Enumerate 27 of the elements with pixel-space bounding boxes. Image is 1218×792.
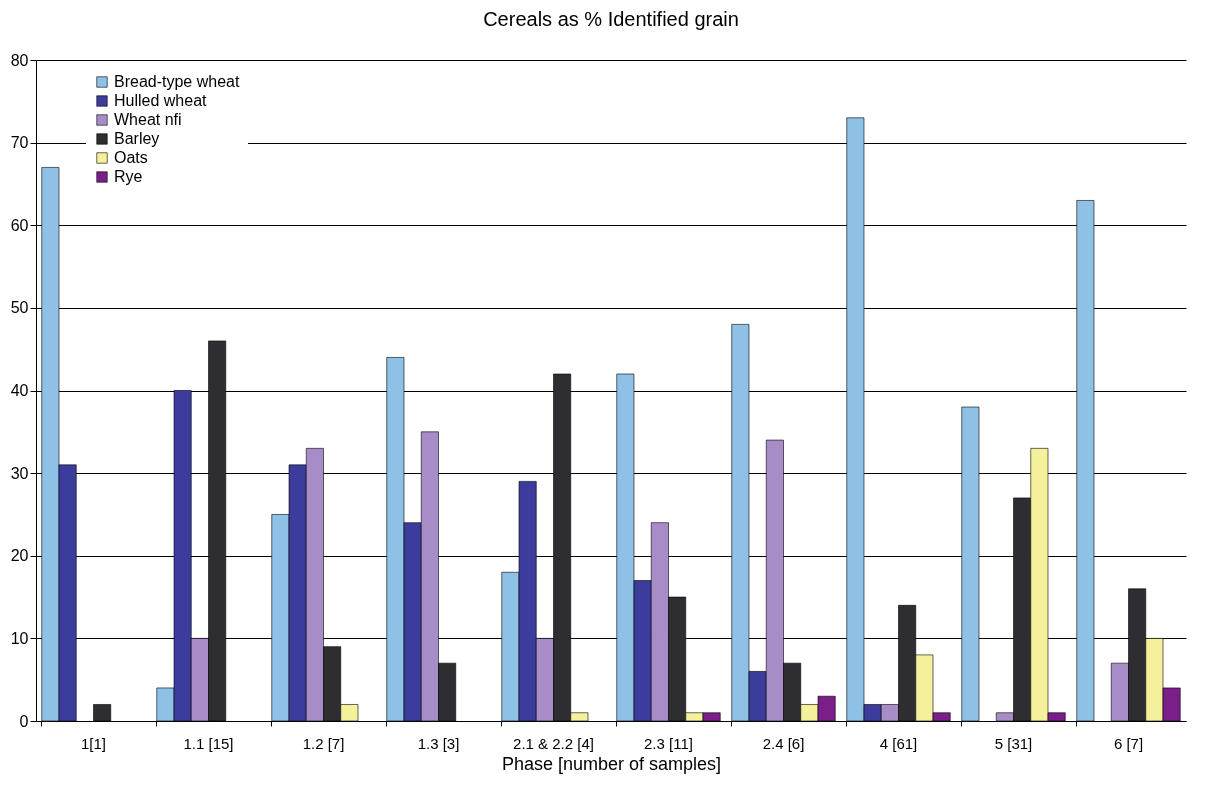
legend-label: Barley [114,130,160,147]
x-axis-title: Phase [number of samples] [501,753,722,774]
chart-title: Cereals as % Identified grain [483,8,739,30]
x-tick-label: 1.2 [7] [302,734,345,752]
y-tick-label: 40 [10,382,29,399]
x-tick-label: 1.1 [15] [183,734,234,752]
x-tick-label: 6 [7] [1113,734,1144,752]
legend-label: Rye [114,168,143,185]
x-tick-label: 2.3 [11] [644,734,693,752]
x-tick-label: 2.4 [6] [762,734,805,752]
y-tick-label: 80 [10,51,29,69]
legend-label: Oats [114,149,148,166]
y-tick-label: 0 [19,712,29,730]
y-tick-label: 50 [10,299,29,317]
y-tick-label: 30 [10,464,29,482]
x-tick-label: 1[1] [80,734,107,752]
legend-label: Bread-type wheat [114,73,240,90]
x-tick-label: 2.1 & 2.2 [4] [513,734,594,752]
y-tick-label: 10 [10,629,29,647]
y-tick-label: 60 [10,216,29,234]
x-tick-label: 5 [31] [994,734,1033,752]
legend-label: Hulled wheat [114,92,208,109]
y-tick-label: 70 [10,134,29,152]
legend-label: Wheat nfi [114,111,182,128]
x-tick-label: 1.3 [3] [417,734,460,752]
x-tick-label: 4 [61] [879,734,918,752]
y-tick-label: 20 [10,547,29,565]
